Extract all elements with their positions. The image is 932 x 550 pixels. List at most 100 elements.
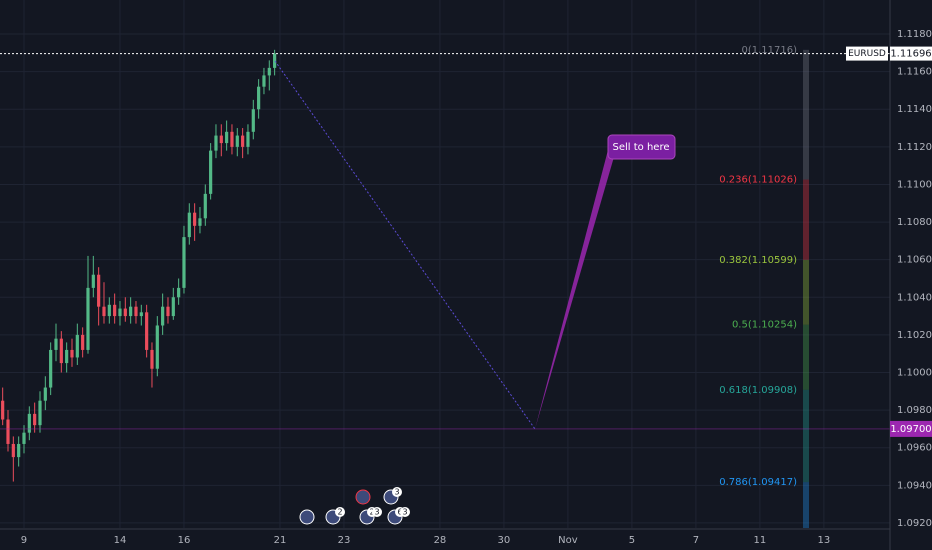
y-tick-label: 1.11200 <box>897 142 932 153</box>
event-icon <box>355 489 371 505</box>
y-tick-label: 1.10200 <box>897 330 932 341</box>
event-badge-text: 3 <box>394 488 399 497</box>
y-tick-label: 1.10000 <box>897 367 932 378</box>
event-icon <box>299 509 315 525</box>
fib-band <box>803 179 809 260</box>
price-line-label: 1.09700 <box>890 424 931 435</box>
last-price-box <box>890 46 932 61</box>
x-tick-label: 5 <box>629 535 635 546</box>
fib-band <box>803 324 809 390</box>
fib-band <box>803 482 809 528</box>
candle-body <box>198 218 202 226</box>
fib-label: 0.618(1.09908) <box>719 385 797 396</box>
marks <box>0 49 890 528</box>
candle-body <box>49 349 53 388</box>
candle-body <box>33 413 37 426</box>
event-badge <box>335 507 345 517</box>
candle-body <box>139 312 143 317</box>
candle-body <box>166 306 170 317</box>
candle-body <box>214 135 218 151</box>
candle-body <box>187 212 191 238</box>
symbol-box <box>846 46 888 61</box>
event-badge-text: 3 <box>374 508 379 517</box>
labels: 1.09200 1.09400 1.09600 1.09800 1.10000 1.102… <box>21 29 932 546</box>
event-badge <box>392 487 402 497</box>
candle-body <box>177 287 181 298</box>
candle-body <box>251 109 255 132</box>
candle-body <box>17 443 21 458</box>
y-tick-label: 1.10400 <box>897 292 932 303</box>
candle-body <box>219 135 223 144</box>
callout-text: Sell to here <box>613 142 670 153</box>
candle-body <box>1 400 5 420</box>
candle-body <box>65 349 69 364</box>
symbol-label: EURUSD <box>848 49 886 59</box>
candle-body <box>118 308 122 317</box>
x-tick-label: Nov <box>558 535 578 546</box>
candle-body <box>171 297 175 317</box>
arrow <box>535 150 616 429</box>
fib-band <box>803 259 809 325</box>
candle-body <box>11 443 15 458</box>
candle-body <box>97 274 101 307</box>
candle-body <box>107 304 111 317</box>
candle-body <box>150 349 154 369</box>
x-tick-label: 11 <box>754 535 767 546</box>
event-badge-text: 3 <box>402 508 407 517</box>
x-tick-label: 13 <box>818 535 831 546</box>
y-tick-label: 1.11600 <box>897 67 932 78</box>
fib-label: 0.236(1.11026) <box>719 175 797 186</box>
fib-band <box>803 49 809 180</box>
candle-body <box>209 150 213 194</box>
candle-body <box>262 75 266 87</box>
event-badge-text: 2 <box>337 508 342 517</box>
candle-body <box>43 387 47 401</box>
x-tick-label: 23 <box>338 535 351 546</box>
candle-body <box>113 304 117 317</box>
candle-body <box>273 53 277 68</box>
y-tick-label: 1.09200 <box>897 518 932 529</box>
candle-body <box>235 135 239 147</box>
candle-body <box>203 193 207 219</box>
candle-body <box>86 287 90 350</box>
x-tick-label: 21 <box>274 535 287 546</box>
y-tick-label: 1.09400 <box>897 480 932 491</box>
x-tick-label: 9 <box>21 535 27 546</box>
candle-body <box>123 308 127 317</box>
candle-body <box>145 312 149 350</box>
x-tick-label: 14 <box>114 535 127 546</box>
candle-body <box>230 131 234 147</box>
fib-band <box>803 389 809 483</box>
last-price-label: 1.11696 <box>890 49 931 60</box>
candle-body <box>267 67 271 76</box>
candle-body <box>81 334 85 350</box>
x-tick-label: 16 <box>178 535 191 546</box>
candle-body <box>193 212 197 226</box>
candle-body <box>75 334 79 358</box>
fib-label: 0.382(1.10599) <box>719 255 797 266</box>
y-tick-label: 1.11800 <box>897 29 932 40</box>
x-tick-label: 28 <box>434 535 447 546</box>
events: 2 2 3 6 3 3 <box>299 487 410 525</box>
candle-body <box>27 413 31 433</box>
fib-label: 0.5(1.10254) <box>732 320 797 331</box>
candle-body <box>257 86 261 110</box>
x-tick-label: 7 <box>693 535 699 546</box>
event-badge <box>372 507 382 517</box>
grid <box>0 0 890 528</box>
y-tick-label: 1.11000 <box>897 179 932 190</box>
y-tick-label: 1.10800 <box>897 217 932 228</box>
candle-body <box>246 131 250 147</box>
candle-body <box>182 237 186 288</box>
trend-line <box>274 60 536 430</box>
callout-box <box>607 134 676 160</box>
candle-body <box>38 400 42 426</box>
candle-body <box>134 306 138 317</box>
x-tick-label: 30 <box>498 535 511 546</box>
candle-body <box>155 325 159 369</box>
y-tick-label: 1.10600 <box>897 255 932 266</box>
y-tick-label: 1.09600 <box>897 443 932 454</box>
